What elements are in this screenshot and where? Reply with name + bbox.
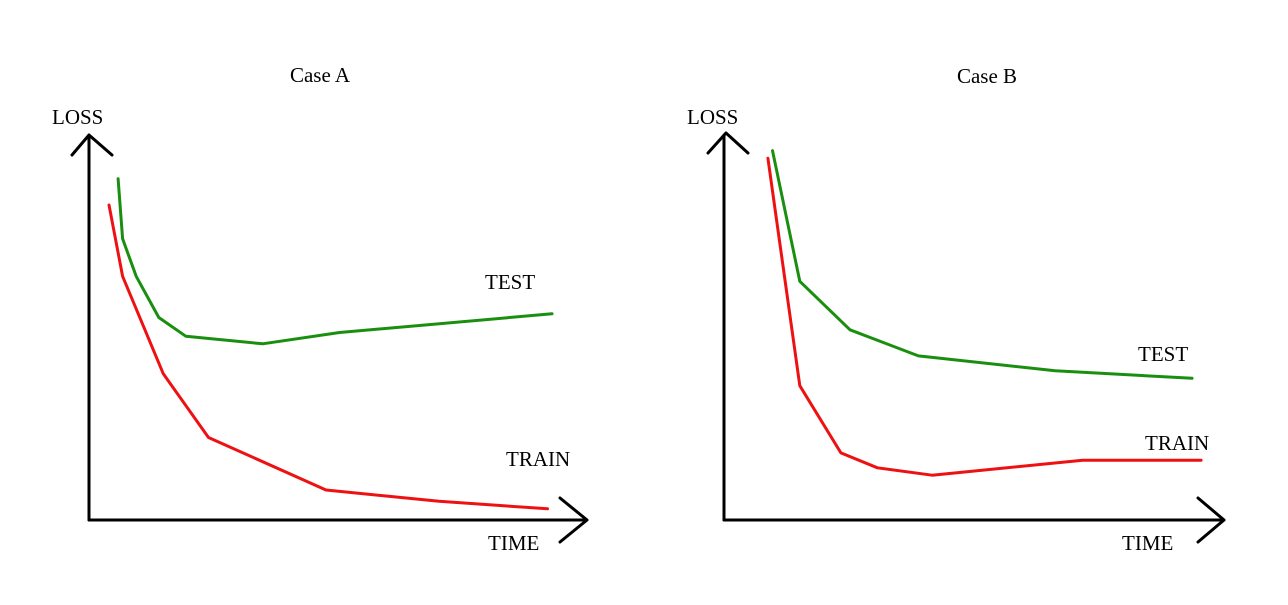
chart-title: Case B [957, 64, 1017, 88]
y-axis [70, 133, 114, 522]
series-line-train [766, 156, 1203, 477]
y-axis [706, 131, 750, 522]
series-label-train: TRAIN [1145, 431, 1209, 455]
x-axis [722, 496, 1226, 544]
chart-case-a: Case A LOSS TIME TEST TRAIN [52, 63, 589, 555]
x-axis-label: TIME [488, 531, 539, 555]
chart-title: Case A [290, 63, 351, 87]
series-label-test: TEST [485, 270, 535, 294]
x-axis-label: TIME [1122, 531, 1173, 555]
x-axis [87, 496, 589, 544]
series-line-test [116, 177, 554, 346]
series-label-test: TEST [1138, 342, 1188, 366]
series-label-train: TRAIN [506, 447, 570, 471]
y-axis-label: LOSS [687, 105, 738, 129]
series-line-train [107, 203, 549, 511]
series-line-test [771, 149, 1194, 380]
chart-case-b: Case B LOSS TIME TEST TRAIN [687, 64, 1226, 555]
y-axis-label: LOSS [52, 105, 103, 129]
